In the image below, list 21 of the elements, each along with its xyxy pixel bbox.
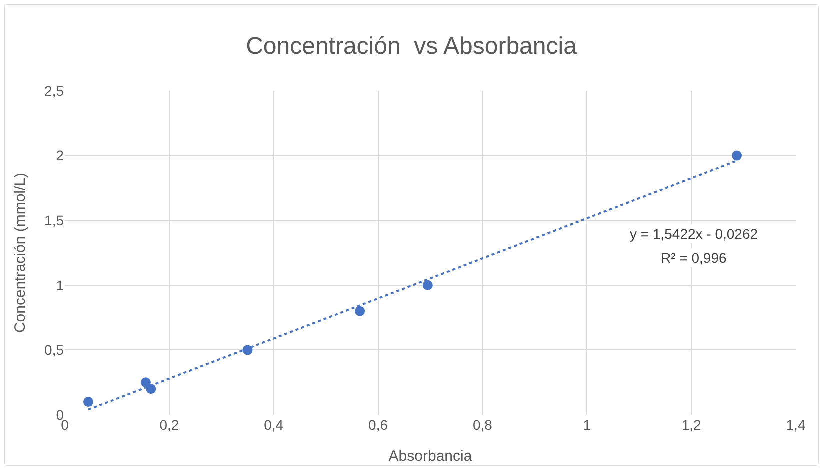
point [84, 397, 94, 408]
annotation: y = 1,5422x - 0,0262 [630, 226, 758, 242]
y-tick-label: 1 [56, 277, 64, 294]
x-tick-label: 1 [583, 417, 592, 433]
x-tick-label: 0,6 [368, 417, 388, 433]
y-tick-label: 1,5 [44, 212, 64, 228]
point [422, 280, 433, 290]
x-tick-label: 1,4 [786, 417, 806, 433]
y-tick-label: 2,5 [44, 82, 64, 99]
x-tick-label: 0,8 [472, 417, 493, 433]
point [355, 306, 366, 316]
x-axis-title: Absorbancia [388, 448, 473, 465]
x-tick-label: 0,2 [160, 417, 180, 433]
annotation: R² = 0,996 [661, 250, 727, 266]
point [732, 150, 742, 161]
y-tick-label: 0,5 [44, 342, 64, 358]
x-tick-label: 1,2 [682, 417, 702, 433]
chart-title: Concentración vs Absorbancia [246, 33, 578, 60]
y-tick-label: 2 [56, 148, 64, 164]
x-tick-label: 0,4 [264, 417, 284, 433]
y-axis-title: Concentración (mmol/L) [12, 172, 29, 334]
